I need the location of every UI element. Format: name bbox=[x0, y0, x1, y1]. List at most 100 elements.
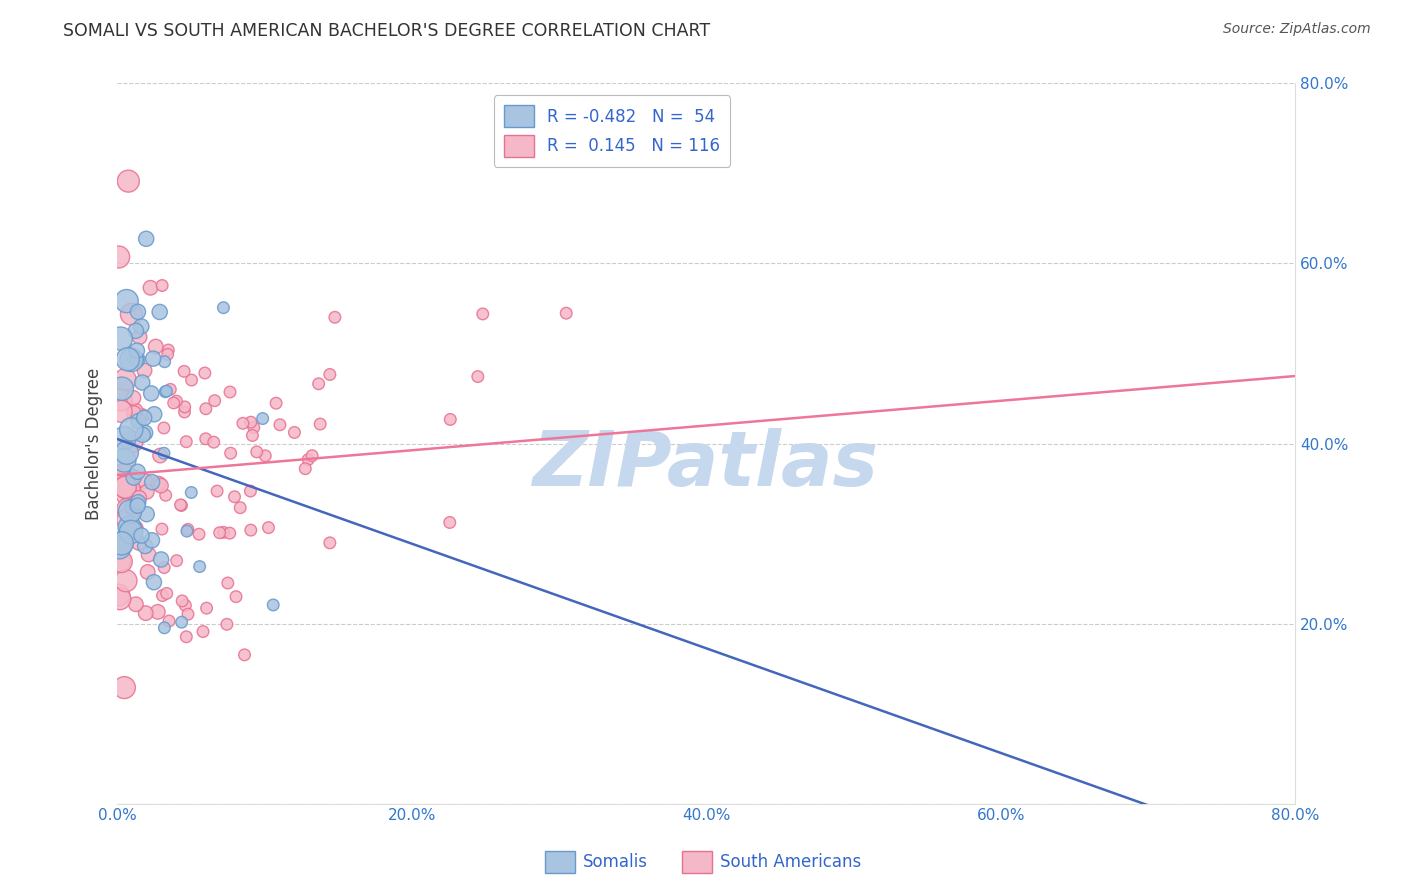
Point bbox=[115, 294, 138, 309]
Point bbox=[134, 363, 156, 377]
Point bbox=[115, 487, 138, 501]
Point bbox=[194, 366, 217, 380]
Point bbox=[165, 394, 187, 409]
Point bbox=[170, 615, 193, 630]
Point bbox=[212, 525, 235, 540]
Point bbox=[218, 526, 240, 541]
Point bbox=[150, 522, 173, 536]
Point bbox=[107, 250, 129, 264]
Point bbox=[110, 392, 132, 407]
Point bbox=[309, 417, 332, 431]
Point bbox=[174, 434, 197, 449]
Point bbox=[117, 502, 139, 516]
Point bbox=[112, 453, 135, 467]
Point bbox=[153, 421, 176, 435]
Point bbox=[128, 330, 150, 344]
Point bbox=[188, 559, 211, 574]
Point bbox=[131, 528, 153, 542]
Point bbox=[173, 364, 195, 378]
Point bbox=[229, 500, 252, 515]
Point bbox=[297, 452, 319, 467]
Point bbox=[239, 484, 262, 499]
Point bbox=[269, 417, 291, 432]
Point bbox=[131, 376, 153, 390]
Point bbox=[128, 491, 150, 505]
Point bbox=[125, 343, 148, 358]
Y-axis label: Bachelor's Degree: Bachelor's Degree bbox=[86, 368, 103, 520]
Point bbox=[127, 495, 149, 509]
Point bbox=[155, 384, 177, 399]
Point bbox=[239, 415, 262, 429]
Point bbox=[254, 449, 277, 463]
Point bbox=[128, 536, 150, 550]
Point bbox=[132, 427, 155, 442]
Point bbox=[143, 407, 166, 421]
Point bbox=[110, 332, 132, 346]
Point bbox=[177, 607, 200, 622]
Point bbox=[141, 386, 163, 401]
Point bbox=[153, 355, 176, 369]
Point bbox=[225, 590, 247, 604]
Point bbox=[163, 396, 186, 410]
Point bbox=[205, 484, 228, 499]
Point bbox=[208, 525, 231, 540]
Point bbox=[149, 305, 172, 319]
Text: Source: ZipAtlas.com: Source: ZipAtlas.com bbox=[1223, 22, 1371, 37]
Point bbox=[127, 499, 149, 513]
Point bbox=[111, 535, 134, 549]
Point bbox=[125, 487, 148, 501]
Point bbox=[122, 470, 145, 484]
Point bbox=[439, 412, 461, 426]
Point bbox=[134, 410, 156, 425]
Point bbox=[111, 536, 134, 550]
Point bbox=[127, 305, 149, 319]
Point bbox=[114, 480, 136, 494]
Point bbox=[120, 524, 142, 539]
Point bbox=[125, 597, 148, 611]
Point bbox=[156, 347, 179, 361]
Point bbox=[120, 422, 142, 436]
Legend: Somalis, South Americans: Somalis, South Americans bbox=[538, 845, 868, 880]
Point bbox=[131, 319, 153, 334]
Point bbox=[146, 605, 169, 619]
Point bbox=[114, 431, 136, 445]
Point bbox=[135, 484, 157, 499]
Point bbox=[173, 400, 195, 414]
Point bbox=[135, 507, 157, 521]
Point bbox=[153, 560, 176, 574]
Point bbox=[114, 480, 136, 494]
Point bbox=[121, 352, 143, 367]
Point bbox=[301, 449, 323, 463]
Point bbox=[152, 589, 174, 603]
Point bbox=[170, 499, 193, 513]
Point bbox=[127, 465, 149, 479]
Point bbox=[319, 536, 342, 550]
Point bbox=[131, 409, 153, 423]
Point bbox=[219, 384, 242, 399]
Point bbox=[117, 352, 139, 367]
Point bbox=[118, 504, 141, 518]
Point bbox=[176, 524, 198, 538]
Point bbox=[153, 446, 176, 460]
Point bbox=[157, 614, 180, 628]
Point bbox=[242, 428, 264, 442]
Point bbox=[112, 467, 135, 482]
Point bbox=[252, 411, 274, 425]
Text: SOMALI VS SOUTH AMERICAN BACHELOR'S DEGREE CORRELATION CHART: SOMALI VS SOUTH AMERICAN BACHELOR'S DEGR… bbox=[63, 22, 710, 40]
Point bbox=[174, 599, 197, 613]
Point bbox=[172, 594, 194, 608]
Point bbox=[467, 369, 489, 384]
Point bbox=[117, 513, 139, 527]
Point bbox=[194, 432, 217, 446]
Point bbox=[117, 174, 139, 188]
Point bbox=[188, 527, 211, 541]
Point bbox=[150, 278, 173, 293]
Point bbox=[115, 445, 138, 459]
Point bbox=[148, 476, 170, 491]
Point bbox=[121, 500, 143, 515]
Point bbox=[134, 539, 156, 553]
Point bbox=[239, 523, 262, 537]
Point bbox=[153, 621, 176, 635]
Point bbox=[114, 373, 136, 387]
Point bbox=[145, 340, 167, 354]
